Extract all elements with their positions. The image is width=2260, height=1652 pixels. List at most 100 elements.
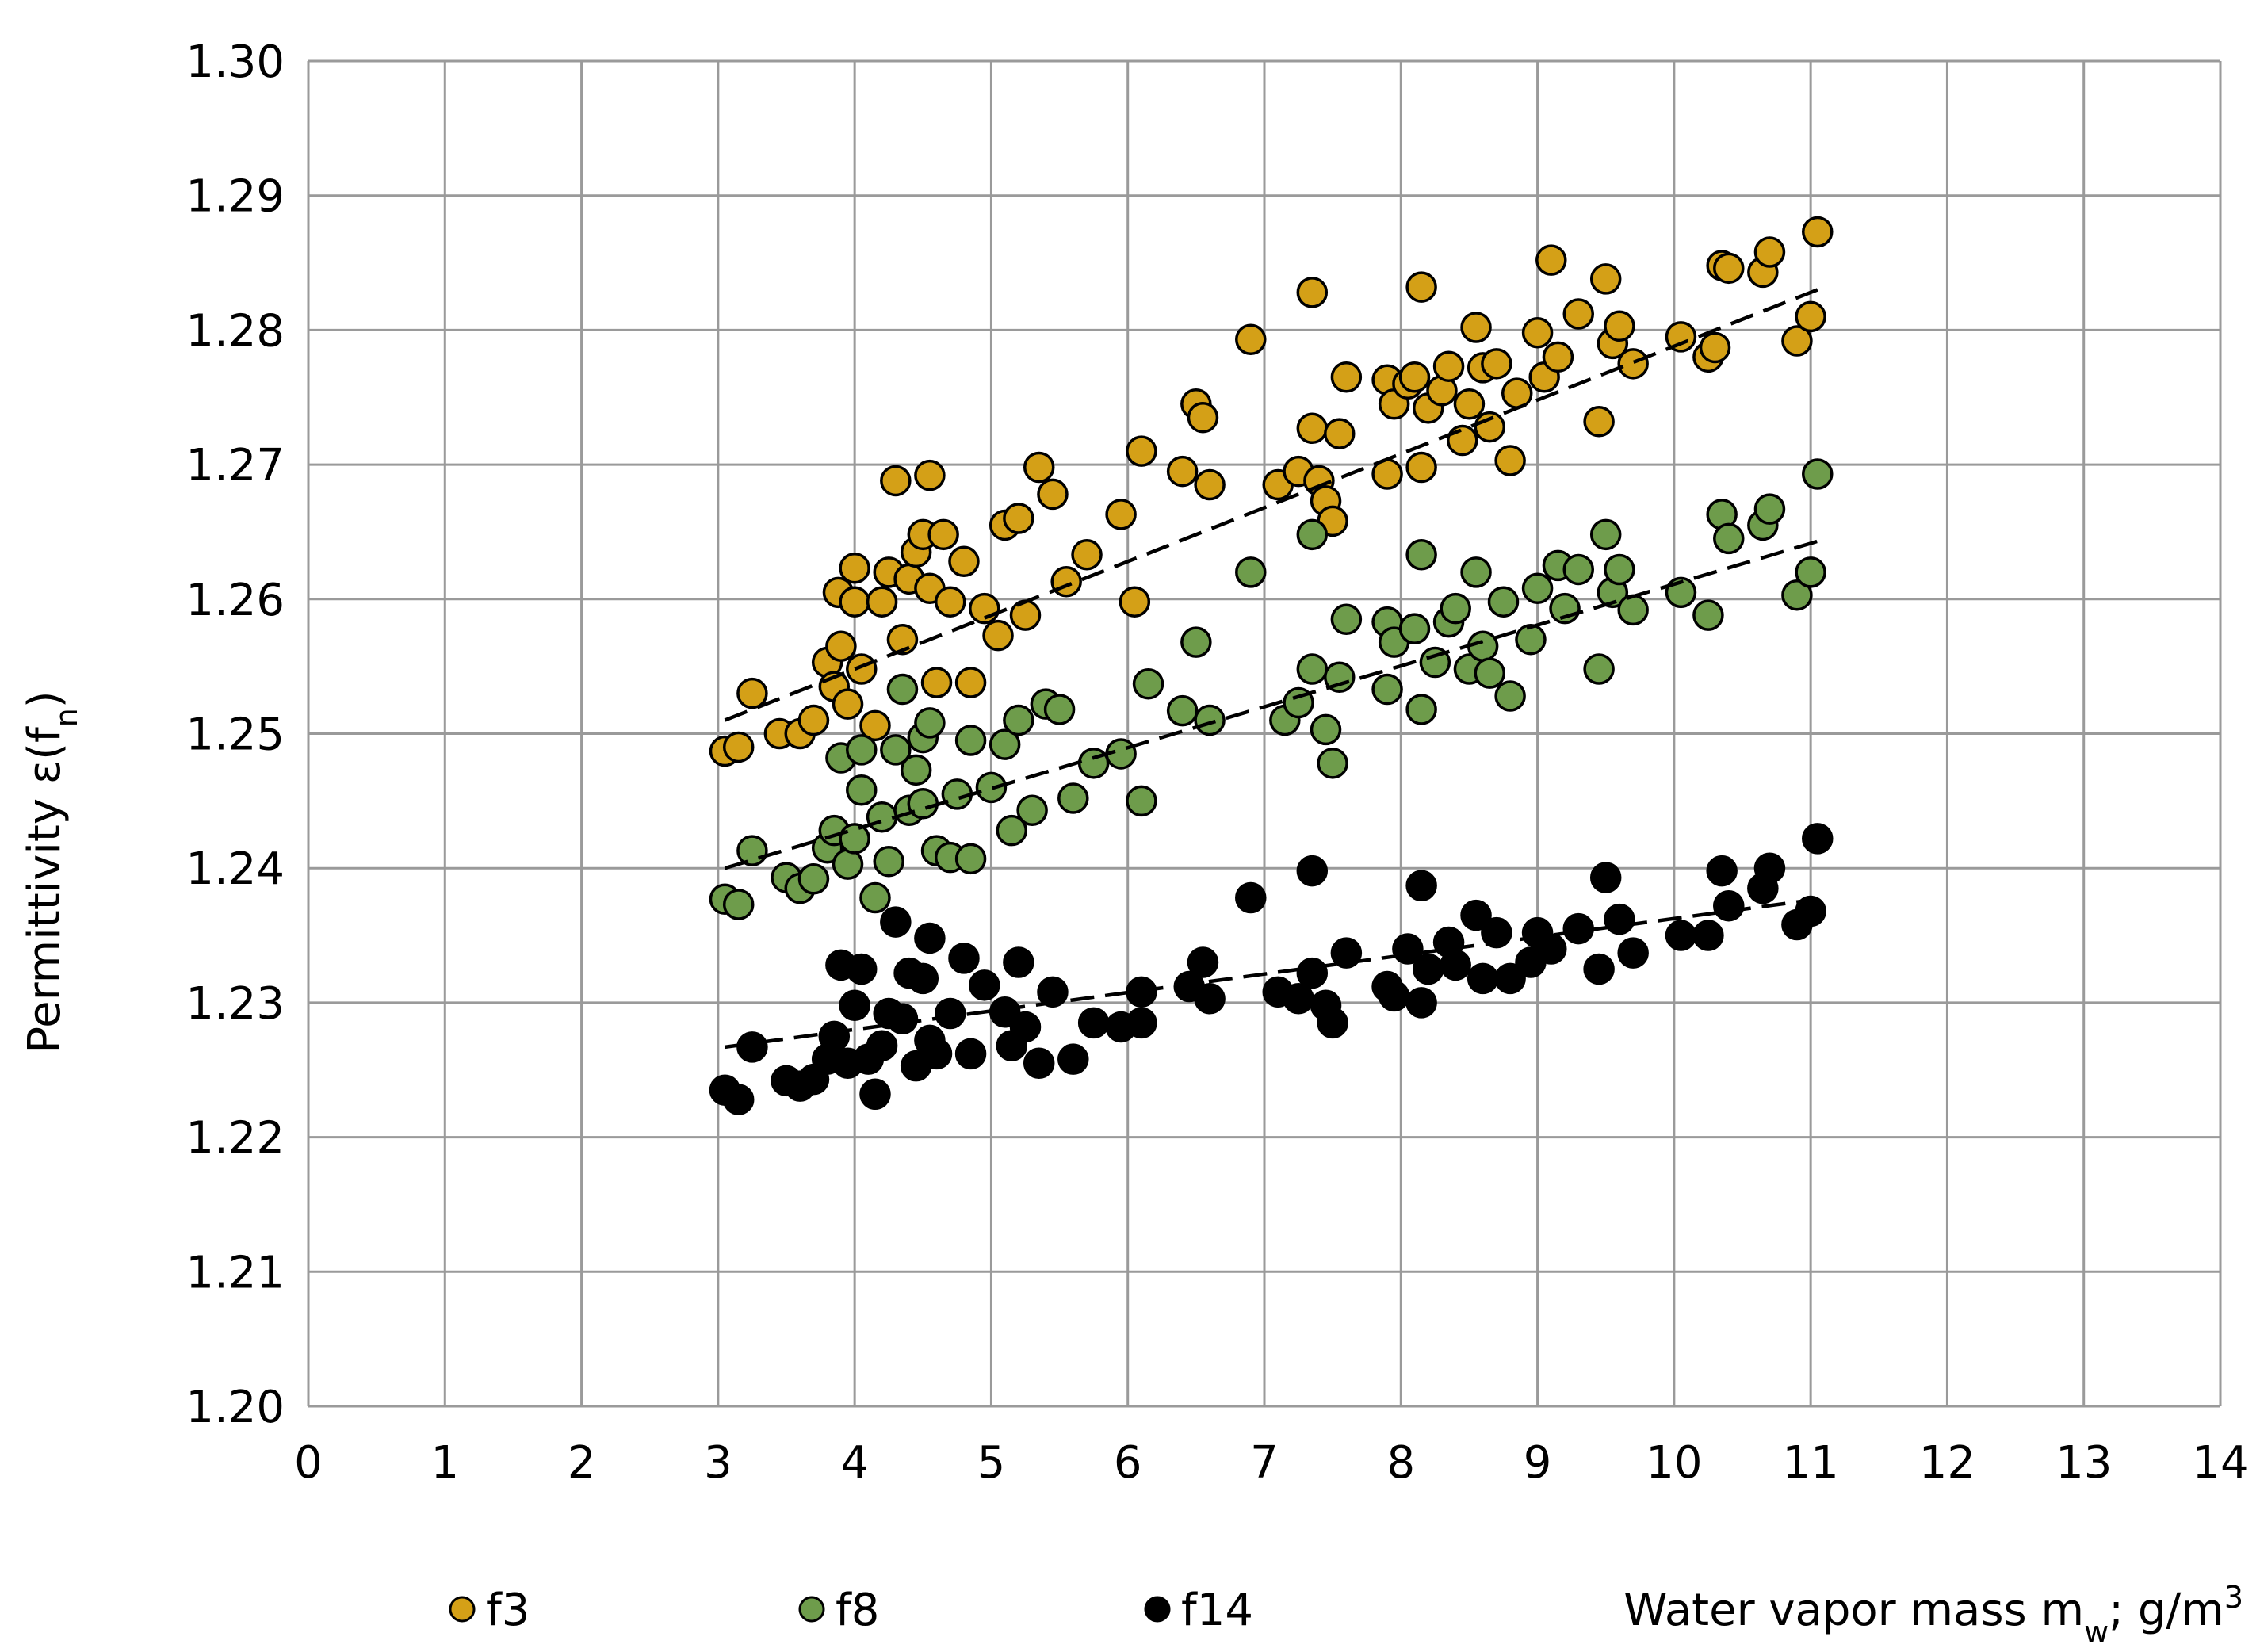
point [1535, 933, 1567, 965]
point [722, 1084, 755, 1115]
point [1194, 468, 1226, 501]
point [1180, 626, 1212, 658]
legend-marker [798, 1596, 825, 1623]
series [709, 216, 1834, 767]
point [1665, 920, 1697, 951]
point [914, 459, 946, 491]
x-label-text: ; g/m [2109, 1585, 2224, 1636]
point [969, 969, 1000, 1001]
x-tick-label: 9 [1524, 1437, 1552, 1489]
x-tick-label: 13 [2055, 1437, 2112, 1489]
point [1119, 586, 1151, 618]
point [1023, 1047, 1055, 1080]
y-tick-label: 1.26 [185, 575, 285, 626]
point [1126, 435, 1157, 467]
point [1447, 424, 1478, 457]
point [736, 677, 768, 709]
y-label-text: ) [19, 690, 71, 708]
point [900, 754, 932, 786]
point [1057, 1043, 1089, 1075]
point [927, 518, 959, 551]
point [839, 586, 870, 618]
point [722, 889, 755, 920]
point [934, 586, 966, 618]
point [1166, 455, 1199, 488]
trend-line [724, 288, 1818, 722]
y-tick-label: 1.22 [185, 1113, 285, 1164]
point [1371, 673, 1403, 706]
point [1296, 653, 1329, 685]
point [1398, 361, 1431, 393]
point [1481, 348, 1512, 380]
point [1077, 1007, 1110, 1039]
point [866, 586, 898, 618]
point [1296, 855, 1329, 887]
point [1296, 957, 1329, 989]
x-tick-label: 7 [1250, 1437, 1279, 1489]
point [1535, 244, 1567, 276]
x-tick-label: 1 [430, 1437, 459, 1489]
series [709, 458, 1834, 920]
point [1494, 680, 1526, 712]
point [1432, 350, 1465, 382]
point [832, 848, 864, 880]
x-label-sup: 3 [2224, 1580, 2243, 1615]
point [1003, 704, 1034, 736]
x-axis-label: Water vapor mass mw; g/m3 [1623, 1580, 2243, 1650]
point [832, 688, 864, 720]
point [1604, 903, 1635, 935]
x-tick-label: 5 [977, 1437, 1006, 1489]
x-tick-label: 8 [1386, 1437, 1415, 1489]
point [1467, 962, 1499, 995]
point [954, 1038, 987, 1070]
point [1405, 451, 1437, 484]
point [1706, 855, 1738, 887]
x-tick-label: 11 [1783, 1437, 1839, 1489]
point [886, 673, 919, 706]
point [880, 734, 912, 766]
x-tick-label: 0 [294, 1437, 323, 1489]
point [1589, 263, 1622, 295]
point [1617, 937, 1649, 969]
point [1713, 522, 1745, 555]
point [1003, 503, 1034, 534]
trend-line [725, 897, 1818, 1050]
point [954, 667, 987, 698]
point [859, 709, 891, 742]
y-tick-label: 1.30 [185, 36, 285, 88]
y-tick-label: 1.23 [185, 978, 285, 1030]
point [1604, 553, 1635, 586]
point [1440, 592, 1471, 625]
point [1617, 594, 1649, 626]
point [1604, 310, 1635, 342]
point [866, 1030, 898, 1061]
point [1617, 348, 1649, 380]
point [1583, 653, 1615, 685]
point [1795, 556, 1826, 588]
point [1515, 623, 1547, 656]
point [907, 962, 939, 995]
y-axis-label: Permittivity ε(fn) [19, 690, 84, 1053]
point [839, 989, 870, 1022]
point [1795, 895, 1826, 927]
point [1194, 704, 1226, 736]
point [1460, 312, 1492, 343]
point [1753, 236, 1786, 268]
point [954, 843, 987, 875]
point [1317, 748, 1348, 779]
y-tick-label: 1.21 [185, 1247, 285, 1298]
point [846, 774, 878, 806]
point [1009, 1011, 1042, 1043]
point [1487, 586, 1520, 618]
series [709, 823, 1834, 1115]
point [722, 731, 755, 763]
point [1802, 823, 1834, 855]
point [1003, 946, 1034, 978]
point [1398, 613, 1431, 644]
point [1405, 870, 1437, 902]
y-tick-label: 1.25 [185, 709, 285, 761]
point [736, 1031, 768, 1063]
trend-line [724, 539, 1818, 870]
point [1583, 953, 1615, 985]
